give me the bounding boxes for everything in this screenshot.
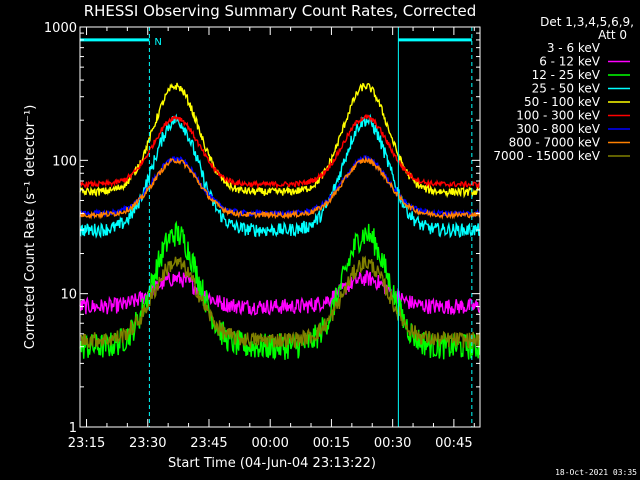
series-line-9 [79, 255, 481, 350]
x-tick-label: 00:30 [374, 436, 411, 451]
series-line-6 [79, 113, 481, 190]
x-axis-label: Start Time (04-Jun-04 23:13:22) [168, 456, 376, 471]
axes: 1 10 100 1000 23:15 23:30 23:45 00:00 00:15 00:30… [44, 21, 480, 451]
x-tick-label: 00:00 [251, 436, 288, 451]
y-tick-label: 100 [52, 154, 77, 169]
series-line-8 [79, 155, 481, 220]
legend-label-9: 7000 - 15000 keV [493, 149, 600, 163]
x-tick-label: 23:30 [129, 436, 166, 451]
y-tick-label: 1000 [44, 21, 77, 36]
legend-header-line-2: Att 0 [598, 28, 627, 42]
series-line-3 [79, 220, 481, 361]
legend-label-1: 3 - 6 keV [547, 41, 601, 55]
legend-label-6: 100 - 300 keV [516, 109, 600, 123]
plot-frame [79, 26, 481, 428]
legend-header-line-1: Det 1,3,4,5,6,9, [540, 15, 634, 29]
legend-label-3: 12 - 25 keV [532, 68, 601, 82]
series-line-4 [79, 113, 481, 239]
night-bar-label: N [154, 37, 161, 48]
x-tick-label: 00:15 [313, 436, 350, 451]
y-tick-label: 1 [69, 421, 77, 436]
legend-label-7: 300 - 800 keV [516, 122, 600, 136]
x-tick-label: 23:45 [190, 436, 227, 451]
plot-area: N [79, 27, 481, 429]
chart-title: RHESSI Observing Summary Count Rates, Co… [84, 2, 477, 20]
legend-label-5: 50 - 100 keV [524, 95, 601, 109]
legend-label-4: 25 - 50 keV [532, 82, 601, 96]
legend-label-8: 800 - 7000 keV [509, 136, 601, 150]
legend-label-2: 6 - 12 keV [539, 55, 601, 69]
x-tick-label: 23:15 [68, 436, 105, 451]
y-tick-label: 10 [60, 288, 77, 303]
y-axis-label: Corrected Count Rate (s⁻¹ detector⁻¹) [23, 105, 38, 350]
footer-timestamp: 18-Oct-2021 03:35 [555, 468, 637, 477]
x-tick-label: 00:45 [435, 436, 472, 451]
